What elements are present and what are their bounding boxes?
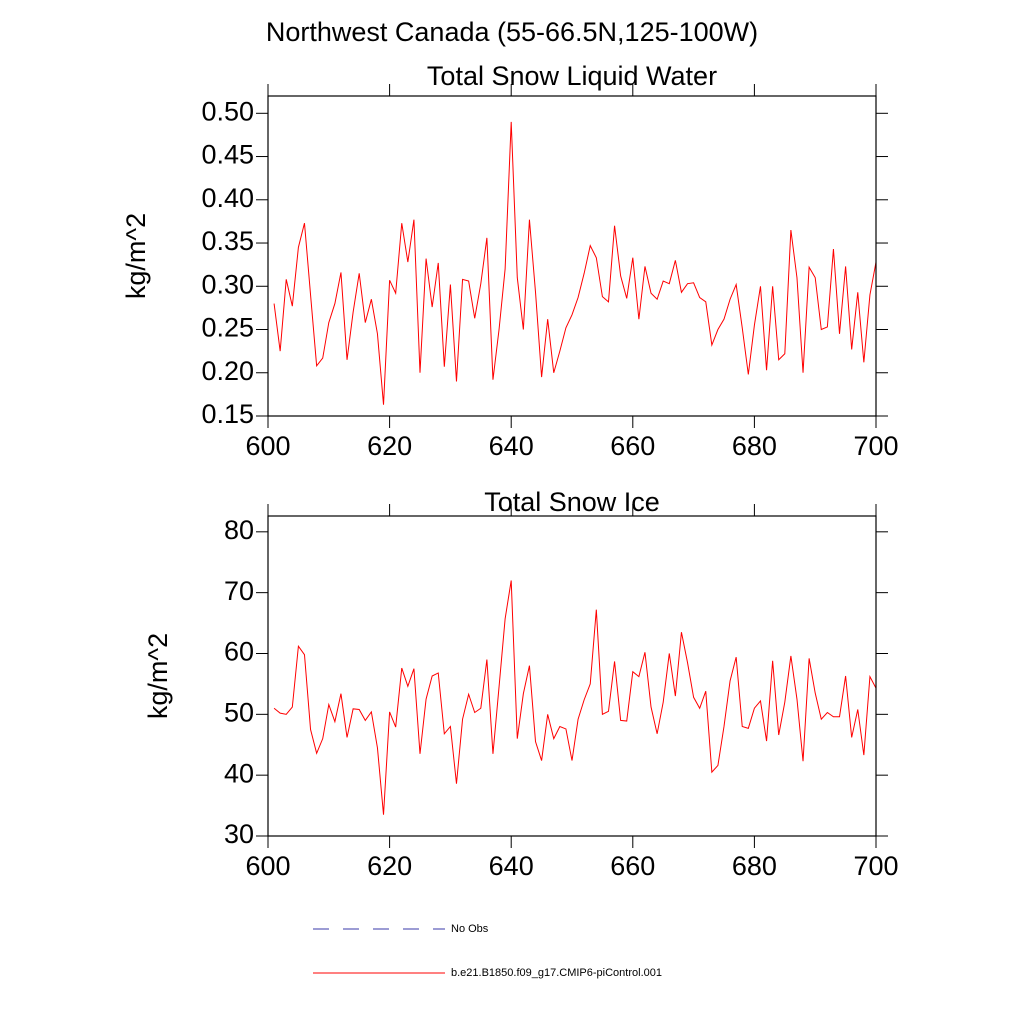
legend-label: b.e21.B1850.f09_g17.CMIP6-piControl.001 bbox=[451, 967, 662, 979]
y-tick-label: 0.20 bbox=[201, 356, 254, 386]
y-tick-label: 50 bbox=[224, 697, 254, 727]
x-tick-label: 700 bbox=[853, 431, 898, 461]
x-tick-label: 680 bbox=[732, 431, 777, 461]
x-tick-label: 660 bbox=[610, 431, 655, 461]
x-tick-label: 600 bbox=[245, 851, 290, 881]
y-axis-label: kg/m^2 bbox=[143, 633, 173, 719]
y-tick-label: 80 bbox=[224, 515, 254, 545]
x-tick-label: 640 bbox=[489, 431, 534, 461]
y-tick-label: 70 bbox=[224, 576, 254, 606]
y-tick-label: 30 bbox=[224, 819, 254, 849]
y-tick-label: 0.25 bbox=[201, 313, 254, 343]
y-tick-label: 0.30 bbox=[201, 269, 254, 299]
chart-title: Total Snow Ice bbox=[484, 487, 660, 517]
y-tick-label: 0.50 bbox=[201, 96, 254, 126]
data-line bbox=[273, 121, 877, 405]
plot-frame bbox=[267, 515, 877, 837]
x-tick-label: 640 bbox=[489, 851, 534, 881]
legend-label: No Obs bbox=[451, 923, 489, 935]
x-tick-label: 620 bbox=[367, 851, 412, 881]
plot-frame bbox=[267, 95, 877, 417]
y-tick-label: 0.40 bbox=[201, 183, 254, 213]
y-axis-label: kg/m^2 bbox=[121, 213, 151, 299]
x-tick-label: 700 bbox=[853, 851, 898, 881]
y-tick-label: 0.35 bbox=[201, 226, 254, 256]
y-tick-label: 40 bbox=[224, 758, 254, 788]
x-tick-label: 660 bbox=[610, 851, 655, 881]
y-tick-label: 60 bbox=[224, 637, 254, 667]
figure-title: Northwest Canada (55-66.5N,125-100W) bbox=[266, 17, 758, 47]
x-tick-label: 620 bbox=[367, 431, 412, 461]
x-tick-label: 600 bbox=[245, 431, 290, 461]
y-tick-label: 0.15 bbox=[201, 399, 254, 429]
chart-title: Total Snow Liquid Water bbox=[427, 61, 717, 91]
x-tick-label: 680 bbox=[732, 851, 777, 881]
y-tick-label: 0.45 bbox=[201, 140, 254, 170]
data-line bbox=[273, 580, 877, 815]
